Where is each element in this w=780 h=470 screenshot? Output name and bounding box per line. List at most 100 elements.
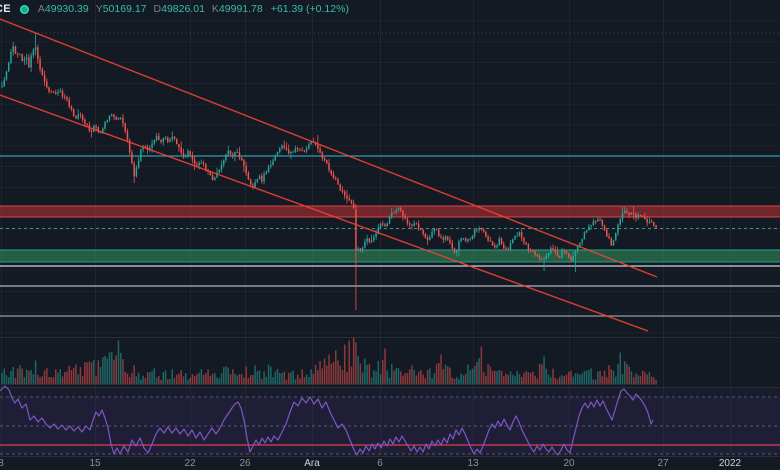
volume-bar (511, 374, 514, 385)
candle-body (258, 175, 261, 180)
candle-body (52, 91, 55, 93)
candle-body (209, 172, 212, 176)
volume-bar (599, 370, 601, 385)
volume-bar (397, 368, 400, 385)
volume-bar (128, 377, 131, 385)
time-tick-label: 2022 (719, 458, 742, 469)
candle-body (160, 139, 162, 143)
volume-bar (287, 372, 290, 385)
volume-bar (119, 352, 122, 385)
volume-bar (532, 371, 534, 385)
volume-bar (86, 362, 88, 385)
rsi-panel[interactable] (0, 385, 780, 456)
volume-bar (142, 375, 144, 385)
volume-bar (164, 370, 167, 385)
candle-body (46, 81, 48, 88)
volume-bar (567, 371, 570, 385)
volume-bar (276, 368, 279, 385)
candle-body (543, 258, 545, 260)
candle-body (153, 140, 156, 144)
candle-body (140, 149, 142, 161)
volume-bar (359, 363, 362, 385)
time-tick-label: 8 (0, 458, 4, 469)
candle-body (639, 215, 642, 216)
volume-bar (238, 374, 241, 385)
volume-bar (442, 369, 445, 385)
candle-body (296, 148, 299, 150)
candles-series[interactable] (1, 33, 657, 310)
support-zone[interactable] (0, 250, 780, 262)
volume-bar (621, 373, 624, 385)
volume-bar (408, 369, 411, 385)
volume-bar (117, 340, 120, 385)
volume-bar (391, 363, 393, 385)
volume-bar (7, 377, 10, 385)
volume-bar (516, 371, 518, 385)
candle-body (119, 117, 122, 119)
volume-bar (597, 371, 599, 385)
candle-body (601, 219, 604, 226)
volume-bar (478, 358, 480, 385)
ohlc-open: A49930.39 (37, 3, 89, 15)
volume-bar (231, 369, 234, 385)
volume-bar (464, 373, 467, 385)
volume-bar (368, 363, 371, 385)
volume-bar (541, 364, 543, 385)
volume-bar (426, 369, 429, 385)
volume-bar (646, 374, 648, 385)
volume-bar (3, 368, 5, 385)
volume-bar (435, 364, 438, 385)
volume-bar (88, 361, 91, 385)
volume-bar (301, 369, 303, 385)
volume-bar (523, 372, 525, 385)
volume-series[interactable] (1, 337, 657, 385)
rsi-line (0, 385, 654, 456)
volume-bar (66, 371, 68, 385)
volume-bar (25, 369, 28, 385)
volume-bar (538, 363, 541, 385)
channel-upper-trendline[interactable] (0, 18, 658, 278)
volume-bar (653, 377, 655, 385)
volume-bar (256, 371, 259, 385)
price-panel[interactable] (0, 32, 780, 317)
volume-bar (131, 373, 133, 385)
volume-bar (402, 375, 404, 385)
volume-bar (352, 337, 355, 385)
candle-body (440, 236, 442, 238)
volume-bar (335, 350, 337, 385)
volume-bar (583, 370, 586, 385)
candle-body (12, 46, 14, 52)
candle-body (460, 238, 462, 242)
volume-bar (469, 370, 471, 385)
candle-body (511, 239, 514, 244)
volume-bar (462, 375, 465, 385)
volume-bar (346, 371, 348, 385)
volume-bar (623, 361, 626, 385)
candle-body (413, 223, 415, 226)
candle-body (236, 152, 238, 153)
candle-body (279, 148, 281, 153)
candle-body (171, 136, 173, 140)
volume-bar (187, 380, 189, 385)
candle-body (225, 154, 227, 160)
time-axis[interactable]: 8 15 22 26 Ara 6 13 20 27 2022 (0, 458, 742, 469)
candle-body (122, 117, 124, 124)
candle-body (637, 215, 639, 218)
candle-body (476, 229, 478, 231)
volume-bar (473, 366, 476, 385)
volume-bar (247, 378, 250, 385)
volume-bar (296, 374, 299, 385)
candle-body (81, 114, 84, 120)
candle-body (276, 152, 279, 156)
trend-channel[interactable] (0, 18, 658, 332)
candle-body (99, 132, 102, 134)
resistance-zone[interactable] (0, 206, 780, 217)
channel-lower-trendline[interactable] (0, 94, 649, 332)
candle-body (21, 54, 23, 62)
candle-body (361, 247, 364, 251)
ohlc-legend[interactable]: CE A49930.39 Y50169.17 D49826.01 K49991.… (0, 3, 349, 15)
candle-body (402, 210, 404, 216)
volume-bar (520, 377, 523, 385)
candle-body (514, 236, 516, 240)
